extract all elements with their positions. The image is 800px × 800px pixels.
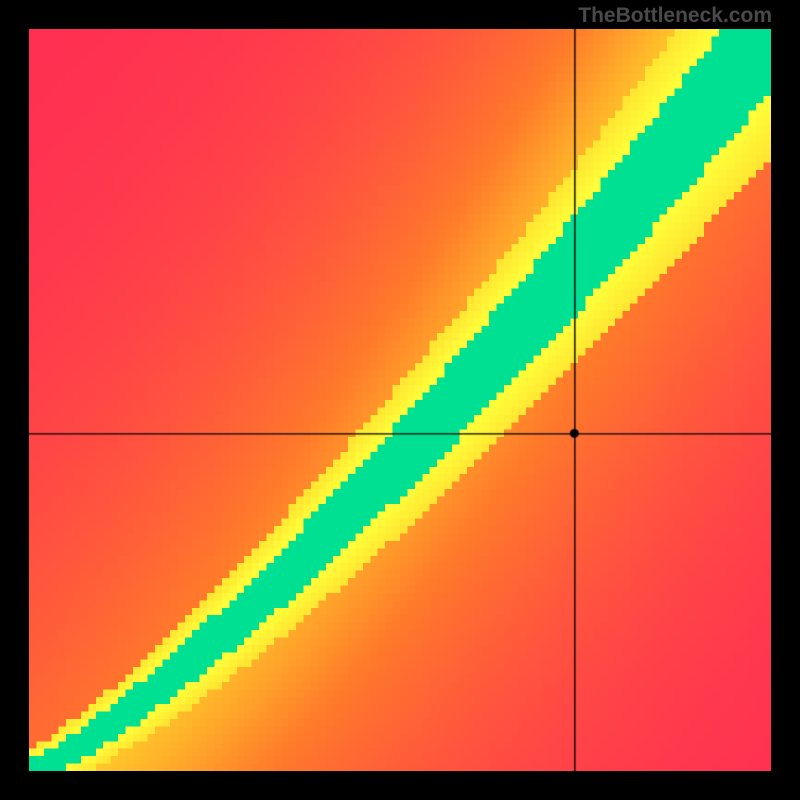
bottleneck-heatmap	[29, 29, 771, 771]
watermark-text: TheBottleneck.com	[578, 4, 772, 28]
chart-container: TheBottleneck.com	[0, 0, 800, 800]
